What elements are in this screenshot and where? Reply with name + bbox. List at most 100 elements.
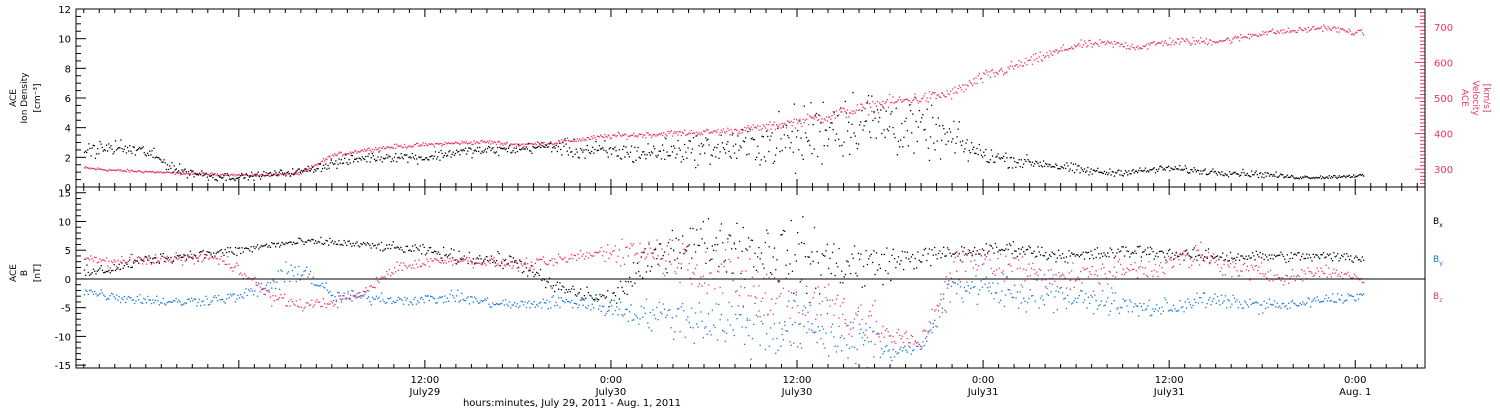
data-point (924, 337, 927, 339)
data-point (1294, 253, 1296, 255)
data-point (1327, 177, 1329, 179)
data-point (766, 333, 768, 335)
data-point (645, 271, 648, 273)
data-point (1109, 42, 1111, 45)
data-point (699, 153, 701, 155)
data-point (317, 285, 319, 287)
data-point (716, 131, 718, 133)
data-point (906, 130, 908, 132)
data-point (299, 298, 301, 301)
data-point (1281, 174, 1283, 176)
data-point (212, 177, 214, 179)
data-point (912, 349, 914, 352)
data-point (762, 136, 764, 138)
data-point (385, 157, 387, 159)
data-point (1096, 247, 1099, 249)
data-point (1287, 176, 1289, 178)
data-point (343, 239, 345, 242)
data-point (1140, 305, 1142, 308)
data-point (1041, 295, 1043, 297)
data-point (110, 292, 113, 295)
data-point (1095, 256, 1097, 259)
data-point (436, 302, 438, 304)
data-point (1290, 301, 1292, 303)
data-point (294, 172, 296, 174)
data-point (764, 348, 766, 351)
data-point (682, 235, 684, 237)
data-point (160, 159, 162, 161)
data-point (603, 295, 605, 297)
data-point (201, 251, 203, 253)
data-point (323, 164, 325, 166)
data-point (1225, 38, 1227, 41)
data-point (255, 281, 257, 284)
data-point (454, 259, 456, 261)
data-point (943, 94, 945, 96)
data-point (636, 136, 638, 138)
data-point (273, 281, 275, 283)
data-point (207, 251, 210, 253)
data-point (367, 148, 369, 150)
data-point (1161, 40, 1163, 42)
data-point (175, 257, 177, 259)
data-point (1296, 31, 1298, 34)
data-point (803, 325, 805, 327)
data-point (520, 261, 522, 263)
data-point (1054, 166, 1056, 168)
density-tick-label: 2 (65, 153, 71, 164)
data-point (625, 146, 627, 148)
data-point (386, 244, 388, 246)
data-point (1107, 40, 1109, 42)
data-point (976, 147, 978, 150)
data-point (247, 248, 250, 250)
data-point (655, 135, 657, 137)
data-point (216, 180, 218, 182)
data-point (851, 346, 853, 348)
data-point (814, 116, 816, 118)
data-point (433, 155, 435, 157)
data-point (589, 252, 591, 254)
data-point (676, 257, 679, 260)
data-point (1142, 170, 1144, 172)
data-point (1170, 256, 1172, 259)
data-point (142, 172, 144, 174)
data-point (362, 158, 365, 160)
data-point (1046, 258, 1048, 261)
data-point (1144, 249, 1146, 251)
data-point (497, 303, 499, 306)
data-point (1176, 310, 1179, 312)
data-point (914, 93, 916, 95)
data-point (749, 319, 751, 321)
data-point (894, 136, 896, 139)
data-point (554, 305, 556, 307)
data-point (452, 143, 454, 145)
data-point (238, 273, 241, 275)
data-point (259, 286, 261, 288)
data-point (197, 174, 200, 176)
data-point (384, 248, 387, 250)
data-point (834, 117, 836, 119)
data-point (123, 170, 125, 172)
data-point (1214, 170, 1216, 173)
data-point (1284, 32, 1286, 34)
data-point (329, 303, 331, 305)
data-point (645, 137, 647, 139)
data-point (227, 247, 229, 249)
data-point (887, 272, 889, 275)
data-point (1159, 166, 1161, 168)
data-point (1229, 39, 1231, 42)
data-point (324, 287, 326, 289)
data-point (347, 153, 349, 155)
data-point (290, 241, 292, 243)
data-point (437, 251, 440, 253)
data-point (86, 151, 88, 154)
data-point (1183, 311, 1185, 313)
data-point (720, 314, 723, 316)
data-point (333, 305, 335, 307)
series-by-points (83, 261, 1365, 369)
data-point (1311, 260, 1313, 262)
data-point (241, 174, 243, 176)
data-point (872, 101, 874, 103)
data-point (638, 156, 640, 158)
data-point (1087, 45, 1089, 47)
